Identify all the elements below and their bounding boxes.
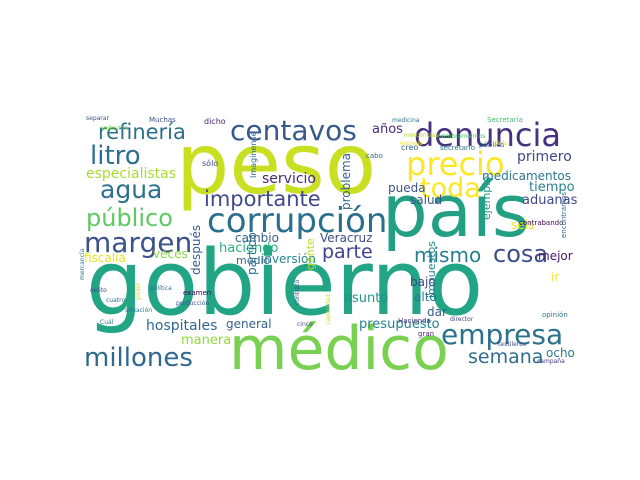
cloud-word: pueda: [388, 181, 426, 195]
cloud-word: mercancías: [404, 132, 438, 139]
cloud-word: margen: [84, 226, 192, 259]
cloud-word: ocho: [546, 346, 575, 360]
cloud-word: producción: [176, 300, 209, 307]
cloud-word: general: [226, 317, 272, 331]
cloud-word: impuestos: [425, 241, 438, 298]
cloud-word: gobierno: [86, 231, 483, 336]
cloud-word: contrabando: [519, 219, 563, 227]
cloud-word: pública: [479, 141, 504, 149]
cloud-word: empresa: [441, 318, 563, 351]
cloud-word: aduanas: [522, 193, 578, 208]
cloud-word: fiscalía: [84, 251, 126, 265]
cloud-word: delito: [90, 287, 107, 294]
cloud-word: secretario: [440, 144, 475, 152]
cloud-word: campaña: [537, 358, 565, 365]
cloud-word: primero: [517, 149, 572, 165]
cloud-word: toda: [420, 173, 481, 204]
cloud-word: textileros: [498, 341, 526, 348]
cloud-word: problema: [339, 153, 353, 210]
cloud-word: haciendo: [219, 241, 278, 256]
cloud-word: Hacienda: [398, 317, 431, 325]
cloud-word: país: [382, 169, 529, 253]
cloud-word: Muchas: [149, 116, 176, 124]
cloud-word: creo: [401, 143, 418, 152]
cloud-word: encontramos: [560, 192, 568, 238]
cloud-word: medio: [236, 254, 271, 267]
cloud-word: industria: [102, 125, 129, 132]
cloud-word: partido: [245, 232, 259, 275]
cloud-word: director: [450, 316, 474, 323]
cloud-word: capacidad: [325, 294, 332, 325]
cloud-word: presupuesto: [359, 317, 440, 332]
cloud-word: alto: [414, 290, 437, 304]
cloud-word: millones: [84, 343, 193, 373]
cloud-word: examen: [183, 289, 211, 297]
cloud-word: agua: [100, 175, 162, 204]
cloud-word: salud: [410, 193, 442, 207]
cloud-word: Veracruz: [320, 231, 372, 245]
cloud-word: medicina: [392, 117, 420, 124]
cloud-word: tiempo: [529, 180, 575, 195]
cloud-word: gran: [418, 330, 434, 338]
cloud-word: dado: [493, 140, 508, 147]
cloud-word: corrupción: [207, 201, 387, 241]
cloud-word: cosa: [493, 240, 548, 268]
cloud-word: ir: [551, 270, 559, 284]
cloud-word: peso: [176, 115, 376, 213]
cloud-word: espacio: [400, 140, 423, 147]
cloud-word: médico: [229, 314, 449, 384]
cloud-word: cambio: [235, 231, 279, 245]
cloud-word: dicho: [204, 117, 226, 126]
cloud-word: ejemplo: [480, 176, 493, 220]
cloud-word: refinería: [98, 120, 186, 144]
cloud-word: poder: [135, 282, 142, 300]
cloud-word: mejor: [538, 249, 573, 263]
cloud-word: sólo: [202, 158, 218, 168]
cloud-word: importante: [204, 187, 321, 211]
cloud-word: precio: [406, 145, 505, 183]
cloud-word: cinco: [297, 321, 313, 328]
cloud-word: Imagínense: [249, 131, 258, 178]
cloud-word: manera: [181, 333, 231, 348]
cloud-word: litro: [90, 141, 141, 171]
cloud-word: asunto: [344, 291, 388, 306]
cloud-word: denuncia: [414, 116, 561, 154]
cloud-word: mercancía: [79, 248, 86, 280]
cloud-word: hospitales: [146, 318, 217, 334]
cloud-word: política: [150, 285, 172, 292]
cloud-word: separar: [86, 115, 109, 122]
cloud-word: seis: [511, 218, 534, 232]
cloud-word: público: [86, 204, 173, 232]
cloud-word: cuatro: [106, 297, 125, 304]
cloud-word: situación: [125, 307, 152, 314]
cloud-word: semana: [468, 346, 543, 368]
cloud-word: gente: [304, 238, 317, 270]
cloud-word: parte: [322, 241, 373, 263]
cloud-word: dar: [427, 305, 447, 319]
cloud-word: después: [189, 225, 203, 275]
cloud-word: contrato: [294, 279, 301, 305]
cloud-word: años: [372, 122, 403, 137]
cloud-word: inversión: [261, 252, 316, 266]
cloud-word: cabo: [366, 152, 383, 160]
cloud-word: medicamentos: [482, 169, 571, 183]
cloud-word: veces: [153, 247, 188, 261]
cloud-word: centavos: [230, 114, 357, 147]
cloud-word: Secretaría: [487, 116, 523, 124]
cloud-word: opinión: [542, 311, 568, 319]
cloud-word: Cuál: [100, 319, 114, 326]
cloud-word: mismo: [414, 243, 481, 267]
cloud-word: especialistas: [86, 166, 176, 182]
cloud-word: bajo: [410, 275, 436, 289]
cloud-word: servicio: [262, 171, 316, 187]
cloud-word: nombramientos: [438, 133, 485, 140]
